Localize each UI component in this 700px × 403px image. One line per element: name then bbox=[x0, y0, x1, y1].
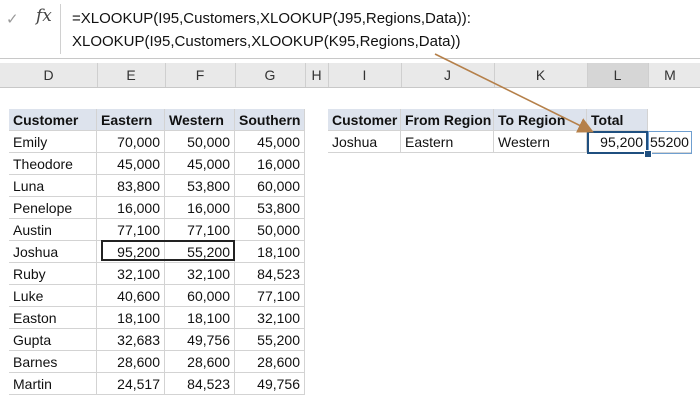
table-cell[interactable]: 50,000 bbox=[165, 131, 235, 153]
column-header-e[interactable]: E bbox=[126, 67, 136, 83]
table-cell[interactable]: 32,100 bbox=[97, 263, 165, 285]
column-header-i[interactable]: I bbox=[362, 67, 367, 83]
column-divider bbox=[494, 63, 495, 87]
table-cell[interactable]: Luke bbox=[9, 285, 97, 307]
right-table-header-customer[interactable]: Customer bbox=[328, 109, 401, 131]
column-divider bbox=[235, 63, 236, 87]
table-cell[interactable]: Theodore bbox=[9, 153, 97, 175]
column-header-selected-bg bbox=[587, 63, 648, 88]
table-cell[interactable]: 32,100 bbox=[235, 307, 305, 329]
column-header-g[interactable]: G bbox=[264, 67, 276, 83]
formula-line-2[interactable]: XLOOKUP(I95,Customers,XLOOKUP(K95,Region… bbox=[72, 33, 461, 50]
table-cell[interactable]: Ruby bbox=[9, 263, 97, 285]
column-divider bbox=[305, 63, 306, 87]
table-cell[interactable]: 28,600 bbox=[235, 351, 305, 373]
table-cell[interactable]: 84,523 bbox=[235, 263, 305, 285]
table-cell[interactable]: 18,100 bbox=[235, 241, 305, 263]
table-cell[interactable]: 77,100 bbox=[235, 285, 305, 307]
column-header-m[interactable]: M bbox=[664, 67, 676, 83]
table-cell[interactable]: 53,800 bbox=[165, 175, 235, 197]
table-cell[interactable]: 32,100 bbox=[165, 263, 235, 285]
table-cell[interactable]: 70,000 bbox=[97, 131, 165, 153]
table-cell[interactable]: 28,600 bbox=[97, 351, 165, 373]
right-table-header-to-region[interactable]: To Region bbox=[494, 109, 587, 131]
table-cell[interactable]: 84,523 bbox=[165, 373, 235, 395]
left-table-header-eastern[interactable]: Eastern bbox=[97, 109, 165, 131]
formula-bar: ✓ fx =XLOOKUP(I95,Customers,XLOOKUP(J95,… bbox=[0, 0, 700, 58]
table-cell[interactable]: 18,100 bbox=[97, 307, 165, 329]
formula-bar-divider bbox=[60, 4, 61, 54]
column-header-j[interactable]: J bbox=[444, 67, 451, 83]
right-table-to-region-cell[interactable]: Western bbox=[494, 131, 587, 153]
column-divider bbox=[401, 63, 402, 87]
table-cell[interactable]: Gupta bbox=[9, 329, 97, 351]
column-divider bbox=[165, 63, 166, 87]
column-divider bbox=[648, 63, 649, 87]
column-header-d[interactable]: D bbox=[43, 67, 54, 83]
table-cell[interactable]: 28,600 bbox=[165, 351, 235, 373]
table-cell[interactable]: Joshua bbox=[9, 241, 97, 263]
fx-icon[interactable]: fx bbox=[36, 6, 52, 26]
column-header-f[interactable]: F bbox=[195, 67, 205, 83]
right-table-header-from-region[interactable]: From Region bbox=[401, 109, 494, 131]
table-cell[interactable]: 16,000 bbox=[165, 197, 235, 219]
table-cell[interactable]: 16,000 bbox=[235, 153, 305, 175]
table-cell[interactable]: 18,100 bbox=[165, 307, 235, 329]
left-table-header-southern[interactable]: Southern bbox=[235, 109, 305, 131]
spill-range-border bbox=[648, 131, 692, 154]
table-cell[interactable]: 83,800 bbox=[97, 175, 165, 197]
column-header-l[interactable]: L bbox=[613, 67, 622, 83]
table-cell[interactable]: 40,600 bbox=[97, 285, 165, 307]
column-divider bbox=[328, 63, 329, 87]
table-cell[interactable]: 32,683 bbox=[97, 329, 165, 351]
table-cell[interactable]: 60,000 bbox=[235, 175, 305, 197]
formula-line-1[interactable]: =XLOOKUP(I95,Customers,XLOOKUP(J95,Regio… bbox=[72, 10, 471, 27]
table-cell[interactable]: 24,517 bbox=[97, 373, 165, 395]
table-cell[interactable]: 50,000 bbox=[235, 219, 305, 241]
table-cell[interactable]: 55,200 bbox=[235, 329, 305, 351]
left-table-header-western[interactable]: Western bbox=[165, 109, 235, 131]
table-cell[interactable]: 95,200 bbox=[97, 241, 165, 263]
right-table-from-region-cell[interactable]: Eastern bbox=[401, 131, 494, 153]
column-header-h[interactable]: H bbox=[311, 67, 322, 83]
table-cell[interactable]: Emily bbox=[9, 131, 97, 153]
column-header-k[interactable]: K bbox=[535, 67, 546, 83]
table-cell[interactable]: 45,000 bbox=[235, 131, 305, 153]
table-cell[interactable]: 60,000 bbox=[165, 285, 235, 307]
table-cell[interactable]: 49,756 bbox=[235, 373, 305, 395]
right-table-customer-cell[interactable]: Joshua bbox=[328, 131, 401, 153]
table-cell[interactable]: 45,000 bbox=[97, 153, 165, 175]
column-header-strip-end bbox=[648, 63, 700, 88]
table-cell[interactable]: Penelope bbox=[9, 197, 97, 219]
table-cell[interactable]: Luna bbox=[9, 175, 97, 197]
column-divider bbox=[587, 63, 588, 87]
check-icon[interactable]: ✓ bbox=[6, 11, 19, 28]
table-cell[interactable]: Barnes bbox=[9, 351, 97, 373]
table-cell[interactable]: 45,000 bbox=[165, 153, 235, 175]
table-cell[interactable]: 49,756 bbox=[165, 329, 235, 351]
right-table-header-total[interactable]: Total bbox=[587, 109, 648, 131]
table-cell[interactable]: Austin bbox=[9, 219, 97, 241]
table-cell[interactable]: Martin bbox=[9, 373, 97, 395]
left-table-header-customer[interactable]: Customer bbox=[9, 109, 97, 131]
formula-bar-border bbox=[0, 58, 700, 59]
table-cell[interactable]: Easton bbox=[9, 307, 97, 329]
column-divider bbox=[97, 63, 98, 87]
active-cell-border bbox=[587, 131, 648, 154]
joshua-highlight-box bbox=[101, 240, 235, 261]
table-cell[interactable]: 53,800 bbox=[235, 197, 305, 219]
table-cell[interactable]: 16,000 bbox=[97, 197, 165, 219]
fill-handle[interactable] bbox=[644, 150, 652, 158]
